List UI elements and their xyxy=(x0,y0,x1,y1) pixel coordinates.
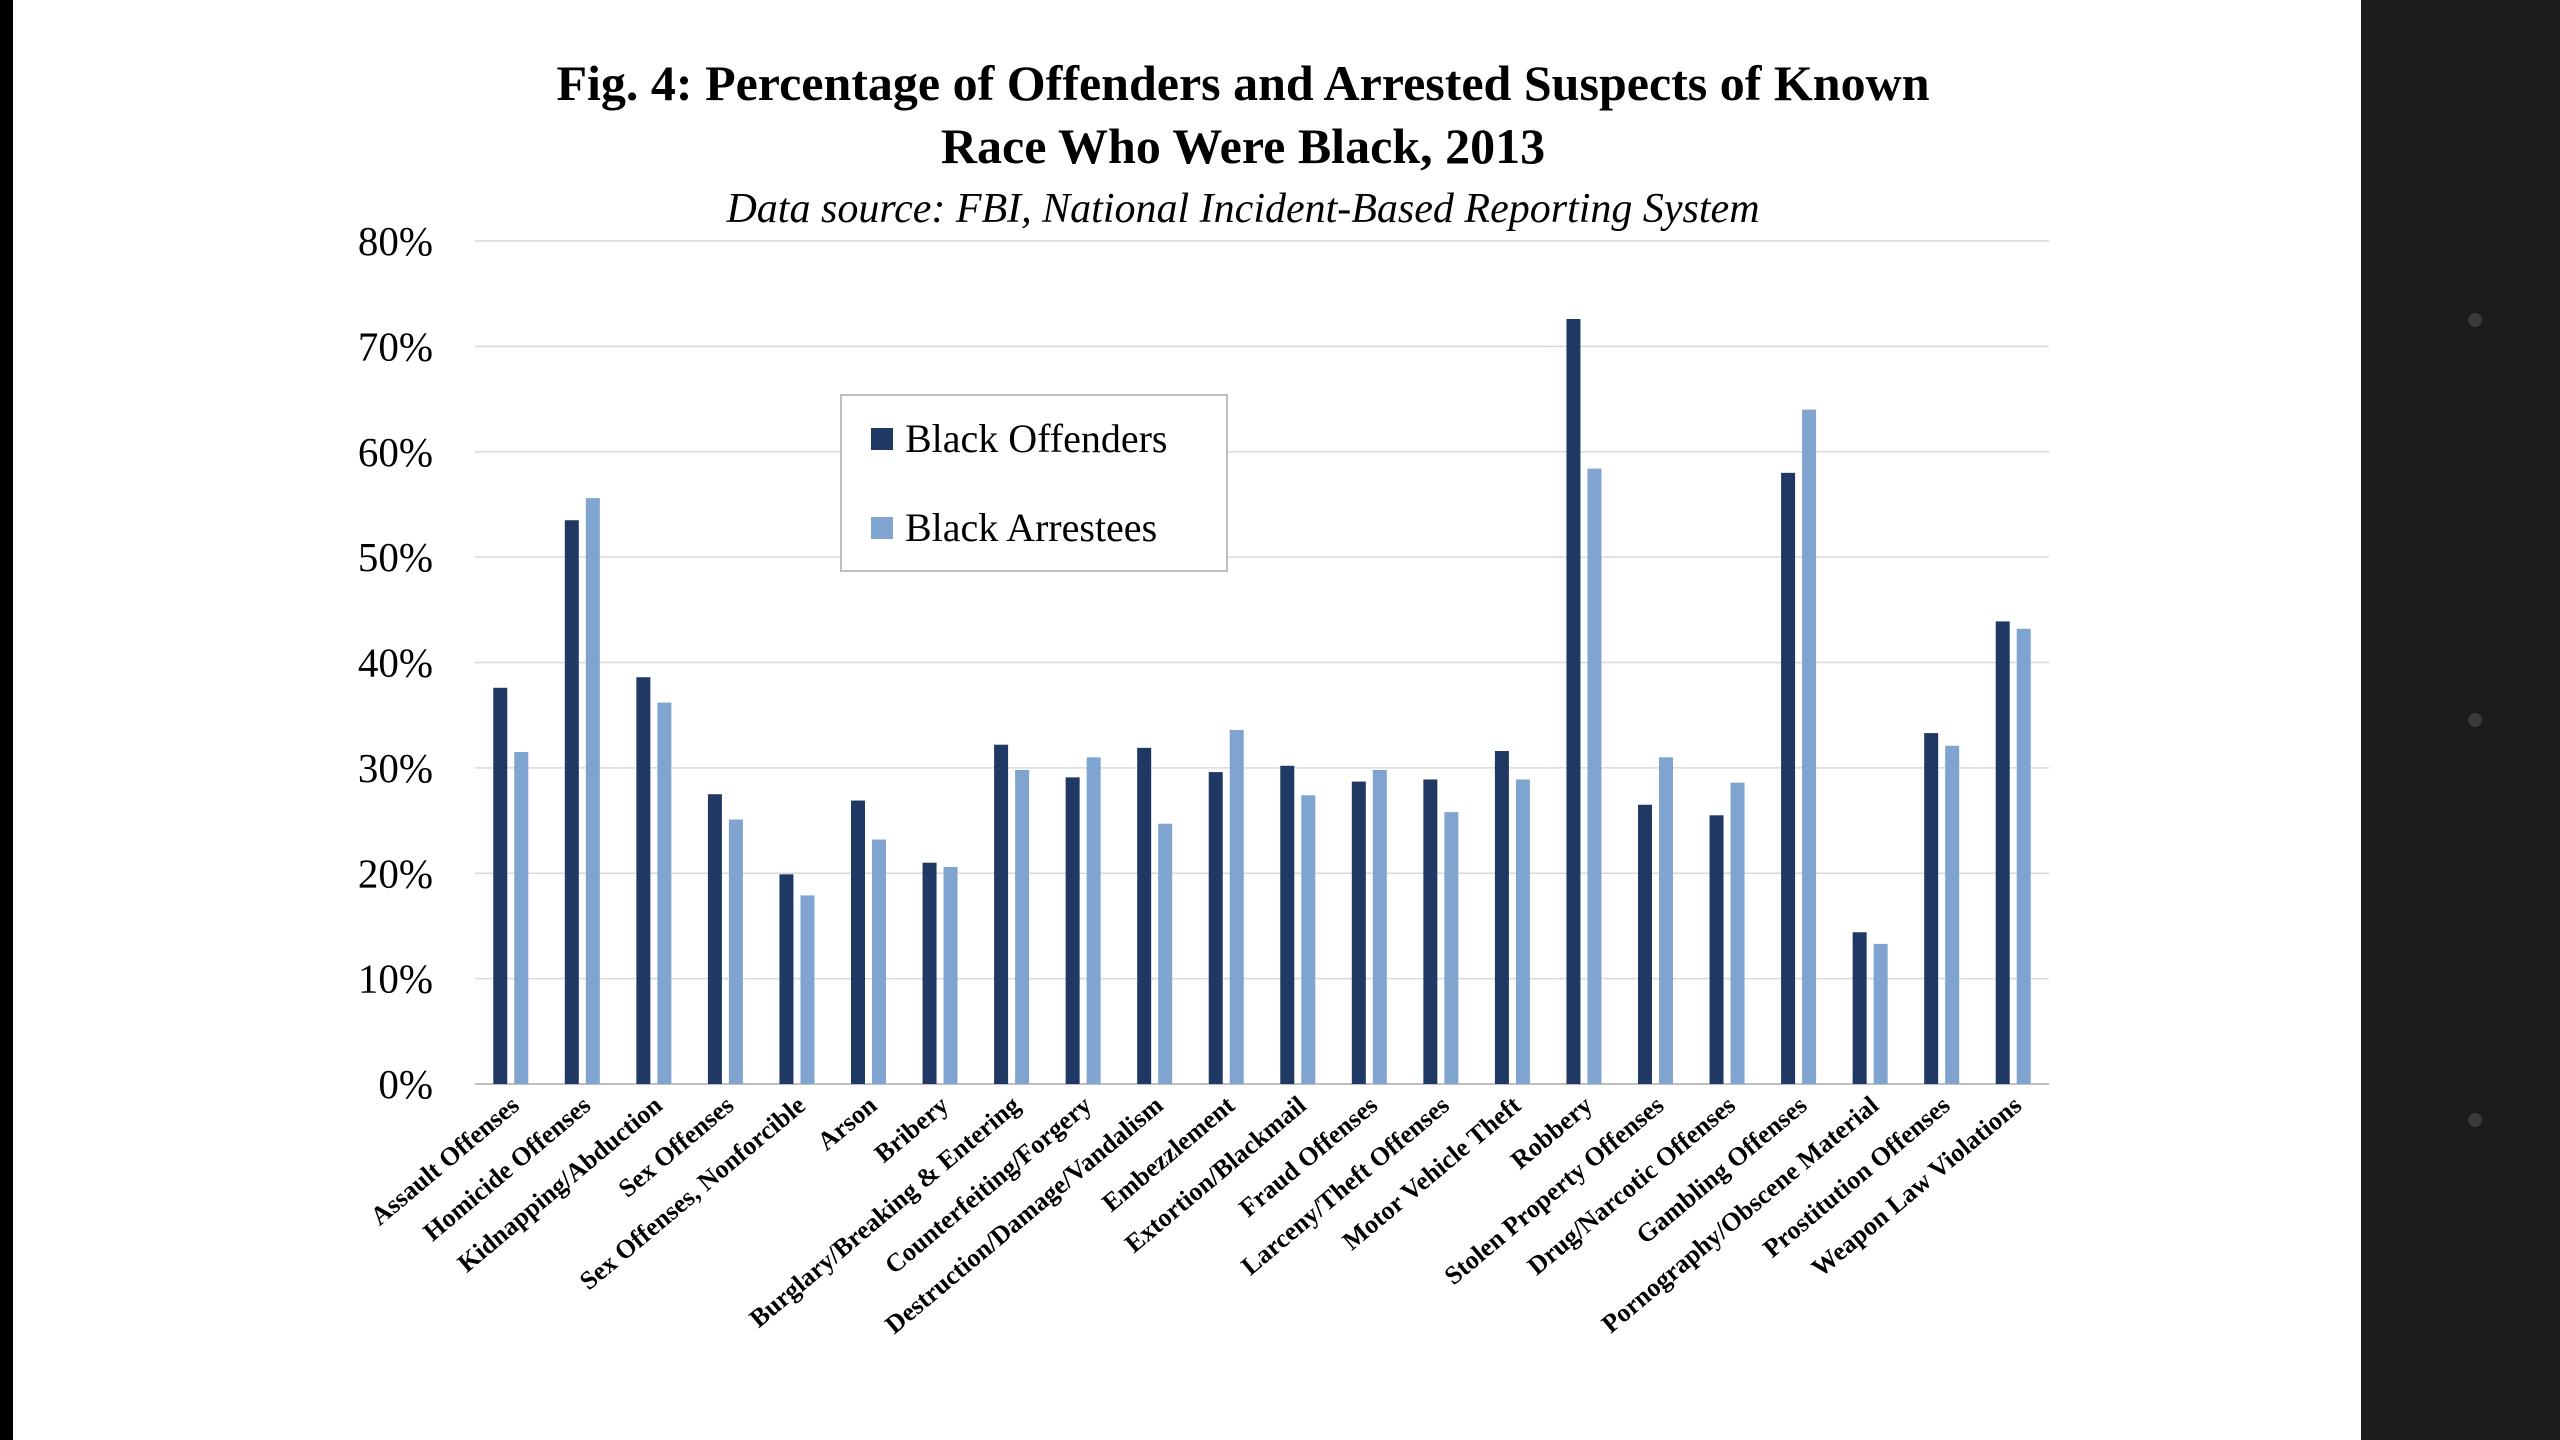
bar-offenders-22 xyxy=(1995,621,2010,1084)
legend: Black Offenders Black Arrestees xyxy=(840,394,1228,572)
chart: Fig. 4: Percentage of Offenders and Arre… xyxy=(358,55,2049,1339)
bar-offenders-18 xyxy=(1709,815,1724,1084)
y-tick-label: 70% xyxy=(358,323,433,369)
bar-arrestees-13 xyxy=(1372,769,1387,1084)
bar-offenders-4 xyxy=(707,794,722,1084)
bar-arrestees-11 xyxy=(1229,729,1244,1084)
side-dot-1 xyxy=(2468,313,2482,327)
y-axis-ticks: 0% 10% 20% 30% 40% 50% 60% 70% 80% xyxy=(358,218,433,1107)
bar-arrestees-3 xyxy=(657,702,672,1084)
y-tick-label: 60% xyxy=(358,429,433,475)
bar-offenders-19 xyxy=(1781,472,1796,1084)
bar-offenders-10 xyxy=(1137,747,1152,1084)
side-dot-2 xyxy=(2468,713,2482,727)
bar-arrestees-10 xyxy=(1158,823,1173,1084)
bar-offenders-15 xyxy=(1494,751,1509,1084)
y-tick-label: 20% xyxy=(358,850,433,896)
side-dot-3 xyxy=(2468,1113,2482,1127)
bar-offenders-16 xyxy=(1566,318,1581,1084)
bar-arrestees-16 xyxy=(1587,468,1602,1084)
bar-offenders-20 xyxy=(1852,932,1867,1084)
chart-title-line2: Race Who Were Black, 2013 xyxy=(941,118,1545,174)
y-tick-label: 50% xyxy=(358,534,433,580)
y-tick-label: 0% xyxy=(378,1061,433,1107)
legend-swatch-arrestees xyxy=(871,517,893,539)
bar-offenders-5 xyxy=(779,874,794,1084)
bar-offenders-7 xyxy=(922,862,937,1084)
bar-offenders-21 xyxy=(1924,733,1939,1084)
bar-offenders-3 xyxy=(636,677,651,1084)
chart-title-line1: Fig. 4: Percentage of Offenders and Arre… xyxy=(556,55,1929,111)
bar-arrestees-2 xyxy=(585,498,600,1084)
side-panel xyxy=(2361,0,2560,1440)
legend-swatch-offenders xyxy=(871,428,893,450)
bar-arrestees-19 xyxy=(1802,409,1817,1085)
bars xyxy=(493,318,2031,1085)
bar-arrestees-15 xyxy=(1515,779,1530,1084)
bar-offenders-2 xyxy=(564,520,579,1084)
y-tick-label: 10% xyxy=(358,956,433,1002)
bar-offenders-12 xyxy=(1280,765,1295,1084)
bar-arrestees-1 xyxy=(514,752,529,1084)
bar-arrestees-18 xyxy=(1730,782,1745,1084)
legend-label-arrestees: Black Arrestees xyxy=(905,505,1157,550)
y-tick-label: 30% xyxy=(358,745,433,791)
legend-box xyxy=(840,394,1228,572)
legend-label-offenders: Black Offenders xyxy=(905,416,1168,461)
y-tick-label: 40% xyxy=(358,640,433,686)
bar-arrestees-17 xyxy=(1659,757,1673,1084)
bar-arrestees-22 xyxy=(2016,628,2031,1084)
bar-arrestees-21 xyxy=(1945,745,1960,1084)
chart-slide: Fig. 4: Percentage of Offenders and Arre… xyxy=(13,0,2361,1440)
bar-offenders-13 xyxy=(1351,781,1366,1084)
bar-offenders-1 xyxy=(493,687,508,1084)
bar-arrestees-8 xyxy=(1015,769,1030,1084)
bar-arrestees-4 xyxy=(728,819,743,1084)
bar-arrestees-20 xyxy=(1873,943,1888,1084)
bar-offenders-14 xyxy=(1423,779,1438,1084)
bar-arrestees-5 xyxy=(800,895,815,1084)
chart-subtitle: Data source: FBI, National Incident-Base… xyxy=(725,186,1759,232)
bar-offenders-9 xyxy=(1065,777,1080,1084)
bar-offenders-11 xyxy=(1208,772,1223,1084)
bar-arrestees-14 xyxy=(1444,812,1459,1084)
bar-arrestees-12 xyxy=(1301,795,1316,1084)
bar-offenders-6 xyxy=(851,800,865,1084)
bar-arrestees-6 xyxy=(872,839,886,1084)
bar-offenders-8 xyxy=(994,744,1009,1084)
bar-arrestees-7 xyxy=(943,866,958,1084)
y-tick-label: 80% xyxy=(358,218,433,264)
bar-arrestees-9 xyxy=(1086,757,1101,1084)
bar-offenders-17 xyxy=(1638,804,1652,1084)
